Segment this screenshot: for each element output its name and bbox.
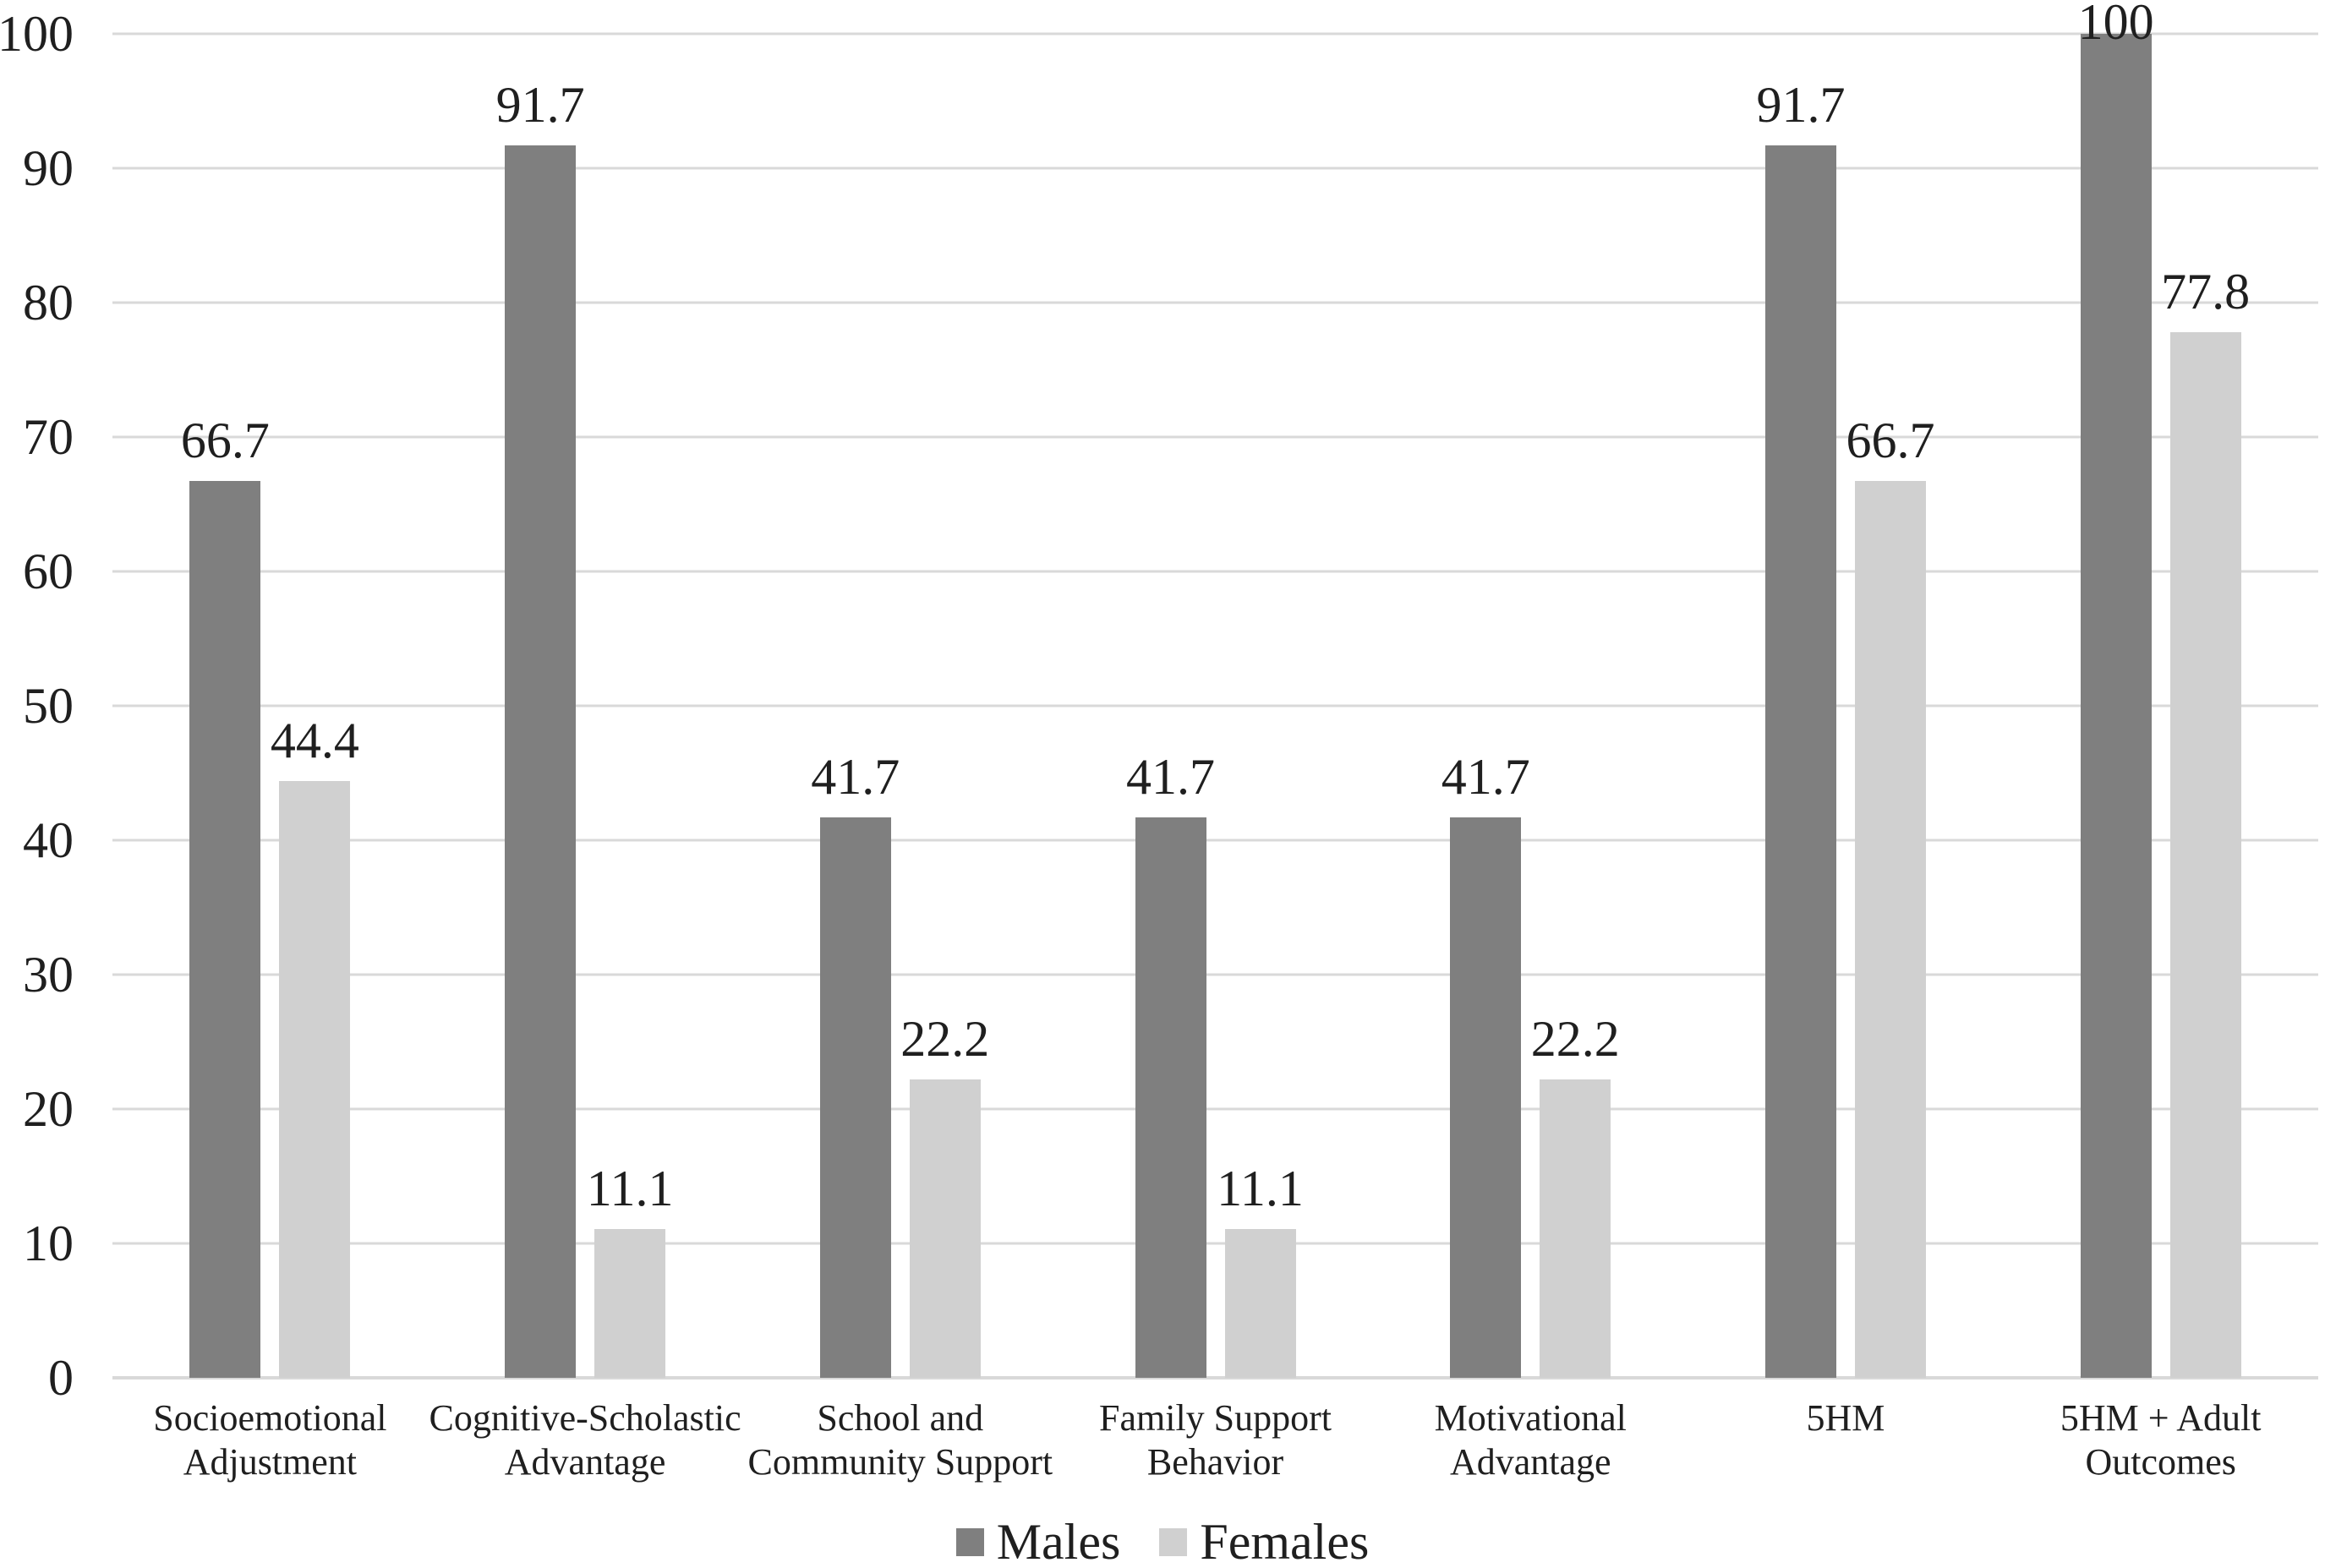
bar-males: 100 [2078,0,2154,1378]
y-tick-label: 20 [23,1081,74,1137]
bar-females: 77.8 [2161,266,2250,1378]
gridline [112,973,2318,976]
bar-males: 41.7 [1442,751,1530,1378]
y-tick-label: 100 [0,6,74,62]
bar-females: 11.1 [587,1163,673,1378]
gridline [112,301,2318,304]
y-tick-label: 70 [23,409,74,465]
bar-group: 91.7 11.1 [428,34,743,1378]
legend-item-females: Females [1159,1516,1369,1567]
x-axis-category-label: 5HM + Adult Outcomes [2060,1397,2262,1483]
bar-group: 66.7 44.4 [112,34,428,1378]
bar-males: 66.7 [181,415,270,1378]
x-axis-category-label: School and Community Support [747,1397,1053,1483]
gridlines-layer [112,32,2318,1380]
bar-females: 66.7 [1846,415,1934,1378]
bar-group: 41.7 22.2 [742,34,1058,1378]
bar-group: 91.7 66.7 [1688,34,2004,1378]
data-label: 11.1 [586,1160,674,1216]
data-label: 22.2 [1530,1011,1620,1068]
data-label: 91.7 [495,76,585,133]
bar-group: 41.7 11.1 [1058,34,1373,1378]
data-label: 11.1 [1217,1160,1304,1216]
gridline [112,167,2318,170]
y-tick-label: 40 [23,812,74,868]
data-label: 41.7 [1441,748,1530,805]
y-tick-label: 80 [23,275,74,331]
data-label: 41.7 [1126,748,1216,805]
legend-label: Males [996,1514,1121,1568]
x-axis-category-label: Socioemotional Adjustment [153,1397,387,1483]
x-axis-category-label: Cognitive-Scholastic Advantage [429,1397,741,1483]
gridline [112,1107,2318,1111]
bar-females: 44.4 [271,715,359,1378]
gridline [112,1242,2318,1245]
data-label: 91.7 [1756,76,1846,133]
bar-males: 91.7 [1756,79,1845,1378]
x-axis-category-label: Family Support Behavior [1099,1397,1332,1483]
legend: Males Females [0,1516,2325,1567]
legend-swatch [1159,1527,1188,1556]
x-axis-category-label: Motivational Advantage [1434,1397,1627,1483]
x-axis-line [112,1376,2318,1380]
data-label: 66.7 [180,412,270,469]
data-label: 22.2 [900,1011,990,1068]
bar-females: 22.2 [900,1013,989,1378]
gridline [112,32,2318,36]
bar-group: 100 77.8 [2003,0,2318,1378]
gridline [112,839,2318,842]
bar-group: 41.7 22.2 [1373,34,1688,1378]
data-label: 77.8 [2161,263,2251,320]
gridline [112,704,2318,708]
bar-males: 41.7 [1126,751,1215,1378]
x-axis-labels: Socioemotional Adjustment Cognitive-Schol… [112,1396,2318,1484]
y-tick-label: 90 [23,140,74,196]
y-tick-label: 10 [23,1216,74,1271]
y-tick-label: 30 [23,947,74,1003]
bar-females: 11.1 [1217,1163,1304,1378]
bar-females: 22.2 [1531,1013,1620,1378]
data-label: 66.7 [1846,412,1935,469]
bar-males: 91.7 [496,79,585,1378]
legend-swatch [955,1527,984,1556]
bar-groups: 66.7 44.4 91.7 11.1 41.7 22.2 41.7 11.1 41.7 22.2… [112,0,2318,1378]
data-label: 44.4 [270,713,359,769]
data-label: 100 [2077,0,2154,50]
legend-item-males: Males [955,1514,1121,1568]
y-tick-label: 60 [23,544,74,599]
y-tick-label: 0 [48,1350,74,1406]
gridline [112,570,2318,573]
plot-area: 0 10 20 30 40 50 60 70 80 90 100 66.7 44.4 91.7 11.1 4… [0,0,2318,1403]
x-axis-category-label: 5HM [1806,1397,1885,1439]
y-axis: 0 10 20 30 40 50 60 70 80 90 100 [0,8,2318,1403]
data-label: 41.7 [811,748,900,805]
bar-males: 41.7 [811,751,900,1378]
y-tick-label: 50 [23,678,74,734]
legend-label: Females [1200,1514,1370,1568]
gridline [112,435,2318,439]
